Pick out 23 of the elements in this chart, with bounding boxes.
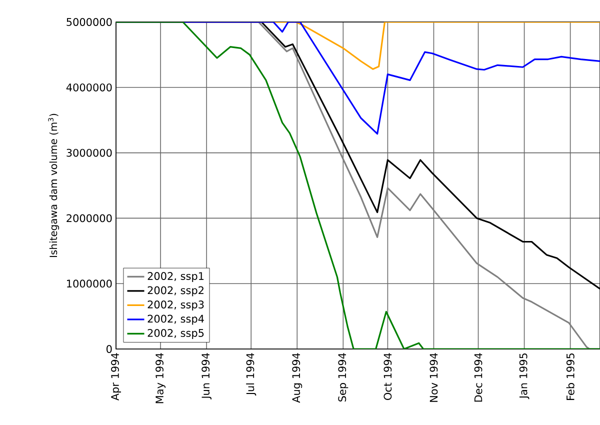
x-tick-label: Feb 1995	[566, 353, 574, 400]
x-tick-label: May 1994	[156, 353, 166, 404]
y-tick-label: 0	[106, 345, 112, 353]
legend-label: 2002, ssp2	[148, 286, 204, 296]
x-tick-label: Dec 1994	[474, 353, 482, 402]
x-tick-label: Nov 1994	[430, 353, 438, 402]
x-tick-label: Jan 1995	[519, 353, 530, 400]
x-tick-label: Sep 1994	[338, 353, 348, 402]
y-tick-label: 2000000	[66, 214, 112, 222]
x-tick-label: Jun 1994	[202, 353, 212, 400]
y-tick-label: 3000000	[66, 148, 112, 157]
y-tick-label: 4000000	[66, 83, 112, 92]
x-tick-label: Apr 1994	[111, 353, 121, 400]
legend-label: 2002, ssp3	[148, 300, 204, 310]
legend-label: 2002, ssp5	[148, 329, 204, 339]
x-tick-label: Aug 1994	[292, 353, 302, 403]
y-tick-label: 1000000	[67, 280, 112, 288]
y-tick-label: 5000000	[66, 18, 112, 26]
x-tick-label: Oct 1994	[384, 353, 392, 400]
legend-label: 2002, ssp4	[148, 314, 204, 325]
legend-label: 2002, ssp1	[148, 272, 204, 282]
x-tick-label: Jul 1994	[246, 353, 256, 396]
y-axis-title: Ishitegawa dam volume (m$^{3}$)	[48, 114, 60, 257]
